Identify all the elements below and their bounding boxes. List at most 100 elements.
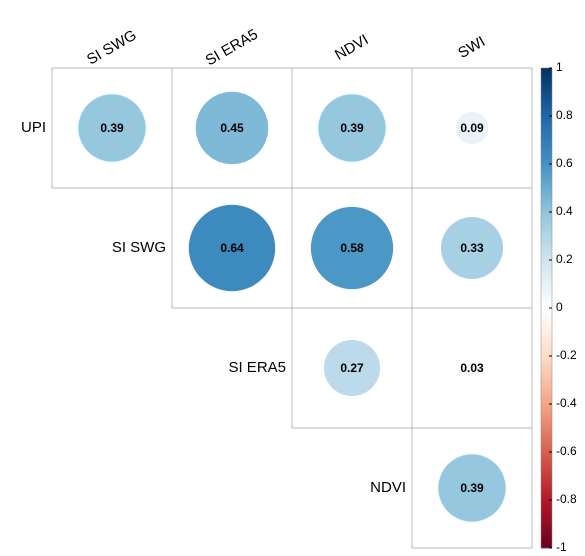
colorbar-segment [541, 387, 552, 391]
colorbar-segment [541, 123, 552, 127]
row-label: SI ERA5 [228, 359, 286, 376]
colorbar-segment [541, 245, 552, 249]
colorbar-segment [541, 120, 552, 124]
colorbar-segment [541, 351, 552, 355]
colorbar-segment [541, 159, 552, 163]
colorbar-segment [541, 156, 552, 160]
colorbar-segment [541, 339, 552, 343]
colorbar-segment [541, 435, 552, 439]
corr-value: 0.09 [460, 121, 484, 135]
colorbar-segment [541, 209, 552, 213]
colorbar-segment [541, 490, 552, 494]
colorbar-segment [541, 516, 552, 520]
colorbar-segment [541, 368, 552, 371]
corr-circle [438, 454, 506, 522]
colorbar-segment [541, 128, 552, 131]
corr-value: 0.45 [220, 121, 244, 135]
corr-circle [78, 94, 146, 162]
colorbar-segment [541, 420, 552, 424]
colorbar-segment [541, 312, 552, 316]
colorbar-tick-label: -0.4 [556, 396, 577, 410]
colorbar-segment [541, 183, 552, 187]
colorbar-segment [541, 171, 552, 175]
colorbar-segment [541, 224, 552, 227]
colorbar-segment [541, 233, 552, 237]
colorbar-segment [541, 188, 552, 191]
colorbar-segment [541, 197, 552, 201]
colorbar-segment [541, 533, 552, 537]
colorbar-segment [541, 216, 552, 220]
corr-circle [318, 94, 386, 162]
colorbar-segment [541, 284, 552, 287]
colorbar-segment [541, 416, 552, 419]
colorbar-tick-label: 0.2 [556, 252, 573, 266]
colorbar-segment [541, 137, 552, 141]
colorbar-segment [541, 212, 552, 215]
colorbar-segment [541, 428, 552, 431]
colorbar-segment [541, 300, 552, 304]
colorbar-segment [541, 456, 552, 460]
colorbar-segment [541, 514, 552, 518]
corr-value: 0.39 [340, 121, 364, 135]
colorbar-tick-label: -0.8 [556, 492, 577, 506]
colorbar-segment [541, 468, 552, 472]
colorbar-segment [541, 180, 552, 184]
colorbar-segment [541, 346, 552, 350]
colorbar-segment [541, 432, 552, 436]
colorbar-segment [541, 315, 552, 319]
colorbar-segment [541, 341, 552, 345]
colorbar-segment [541, 521, 552, 525]
colorbar-segment [541, 476, 552, 479]
colorbar-segment [541, 142, 552, 146]
colorbar-segment [541, 202, 552, 206]
colorbar-segment [541, 512, 552, 515]
colorbar-tick-label: 0.4 [556, 204, 573, 218]
row-label: SI SWG [112, 239, 166, 256]
colorbar-segment [541, 96, 552, 100]
colorbar-tick-label: -1 [556, 540, 567, 554]
colorbar-segment [541, 101, 552, 105]
colorbar-segment [541, 396, 552, 400]
colorbar-segment [541, 116, 552, 119]
colorbar-segment [541, 392, 552, 395]
colorbar-segment [541, 413, 552, 417]
colorbar-tick-label: 1 [556, 60, 563, 74]
colorbar-segment [541, 507, 552, 511]
colorbar-tick-label: 0.6 [556, 156, 573, 170]
colorbar-segment [541, 324, 552, 328]
colorbar-segment [541, 238, 552, 242]
colorbar-segment [541, 483, 552, 487]
corr-circle [462, 358, 482, 378]
colorbar-segment [541, 524, 552, 527]
colorbar-segment [541, 106, 552, 110]
colorbar-segment [541, 447, 552, 451]
colorbar-segment [541, 418, 552, 422]
colorbar-segment [541, 75, 552, 79]
colorbar-segment [541, 500, 552, 503]
corr-value: 0.58 [340, 241, 364, 255]
colorbar-segment [541, 399, 552, 403]
colorbar-segment [541, 140, 552, 143]
colorbar-segment [541, 135, 552, 139]
colorbar-segment [541, 531, 552, 535]
colorbar-segment [541, 89, 552, 93]
colorbar-segment [541, 161, 552, 165]
colorbar-segment [541, 442, 552, 446]
colorbar-segment [541, 406, 552, 410]
colorbar-segment [541, 219, 552, 223]
colorbar-segment [541, 248, 552, 251]
corr-value: 0.39 [460, 481, 484, 495]
colorbar-segment [541, 504, 552, 508]
corr-circle [455, 111, 489, 145]
colorbar-segment [541, 464, 552, 467]
colorbar-segment [541, 118, 552, 122]
colorbar-segment [541, 168, 552, 172]
corr-circle [310, 206, 394, 290]
colorbar-segment [541, 176, 552, 179]
colorbar-segment [541, 380, 552, 383]
colorbar-segment [541, 461, 552, 465]
colorbar-segment [541, 365, 552, 369]
colorbar-segment [541, 452, 552, 455]
colorbar-segment [541, 327, 552, 331]
